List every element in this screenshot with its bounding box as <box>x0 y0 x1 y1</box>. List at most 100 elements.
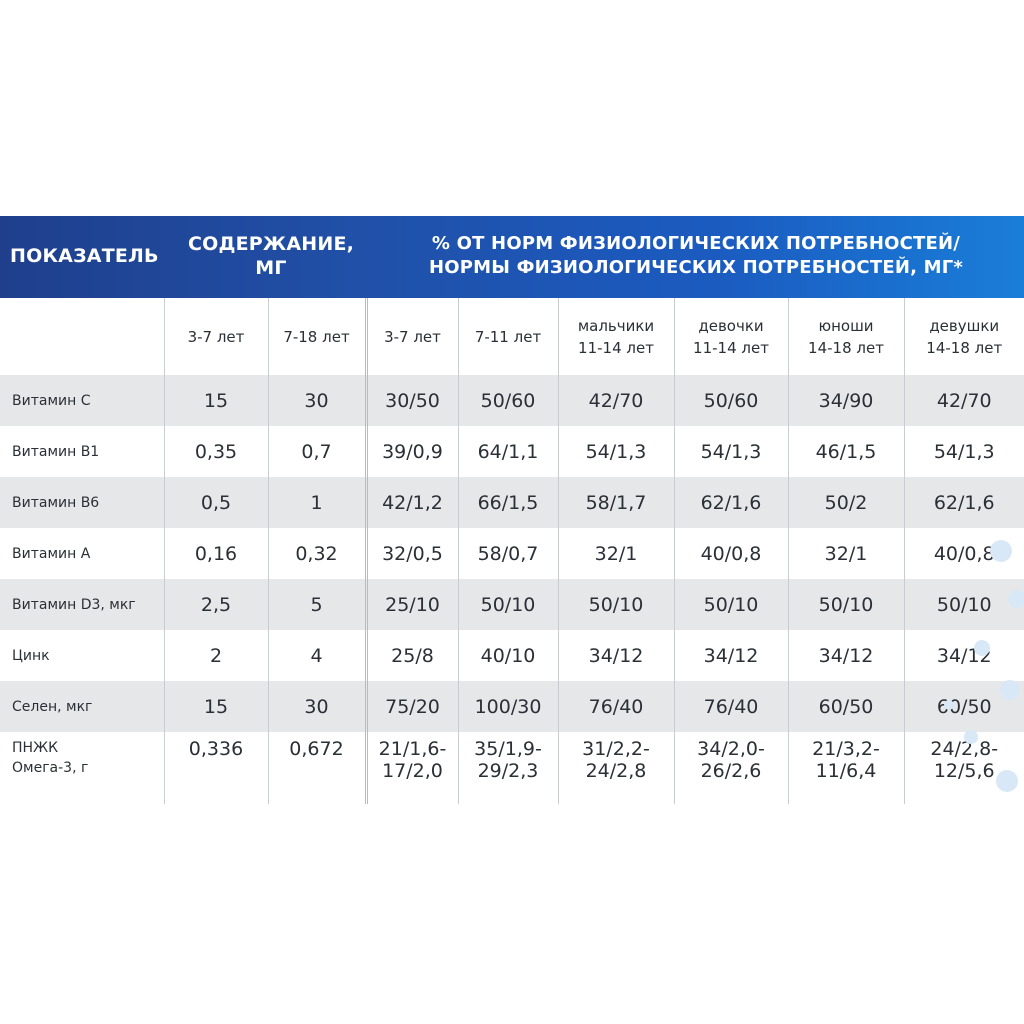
norm-cell: 50/10 <box>674 579 789 630</box>
table-row: Цинк 2 4 25/8 40/10 34/12 34/12 34/12 34/12 <box>0 630 1024 681</box>
norm-cell: 46/1,5 <box>788 426 905 477</box>
norm-cell: 32/1 <box>558 528 675 579</box>
row-label: Витамин D3, мкг <box>0 579 165 630</box>
norm-cell: 32/1 <box>788 528 905 579</box>
norm-cell: 34/2,0- 26/2,6 <box>674 732 789 804</box>
norm-cell: 50/10 <box>904 579 1024 630</box>
content-cell: 0,672 <box>268 732 368 804</box>
row-label: Витамин В6 <box>0 477 165 528</box>
header-percent-line1: % ОТ НОРМ ФИЗИОЛОГИЧЕСКИХ ПОТРЕБНОСТЕЙ/ <box>431 233 961 254</box>
header-percent: % ОТ НОРМ ФИЗИОЛОГИЧЕСКИХ ПОТРЕБНОСТЕЙ/ … <box>376 232 1016 280</box>
norm-cell: 50/10 <box>788 579 905 630</box>
norm-cell: 40/0,8 <box>933 542 995 565</box>
table-row: Витамин В6 0,5 1 42/1,2 66/1,5 58/1,7 62/1,6 50… <box>0 477 1024 528</box>
content-cell: 15 <box>164 375 269 426</box>
subheader-norm-3: девочки 11-14 лет <box>674 298 789 375</box>
norm-cell: 24/2,8- 12/5,6 <box>930 738 999 782</box>
table-header-band: ПОКАЗАТЕЛЬ СОДЕРЖАНИЕ, МГ % ОТ НОРМ ФИЗИ… <box>0 216 1024 298</box>
norm-cell: 75/20 <box>366 681 459 732</box>
content-cell: 0,5 <box>164 477 269 528</box>
content-cell: 4 <box>268 630 368 681</box>
norm-cell: 34/90 <box>788 375 905 426</box>
norm-cell: 42/70 <box>558 375 675 426</box>
norm-cell: 39/0,9 <box>366 426 459 477</box>
table-row: Витамин А 0,16 0,32 32/0,5 58/0,7 32/1 40/0,8 3… <box>0 528 1024 579</box>
subheader-row: 3-7 лет 7-18 лет 3-7 лет 7-11 лет мальчи… <box>0 298 1024 375</box>
norm-cell: 31/2,2- 24/2,8 <box>558 732 675 804</box>
row-label: Витамин А <box>0 528 165 579</box>
norm-cell: 76/40 <box>674 681 789 732</box>
norm-cell: 54/1,3 <box>558 426 675 477</box>
norm-cell: 50/10 <box>458 579 559 630</box>
norm-cell: 50/10 <box>558 579 675 630</box>
norm-cell: 32/0,5 <box>366 528 459 579</box>
table-row: Витамин В1 0,35 0,7 39/0,9 64/1,1 54/1,3 54/1,… <box>0 426 1024 477</box>
norm-cell: 100/30 <box>458 681 559 732</box>
content-cell: 5 <box>268 579 368 630</box>
norm-cell: 42/1,2 <box>366 477 459 528</box>
norm-cell: 21/3,2- 11/6,4 <box>788 732 905 804</box>
norm-cell: 62/1,6 <box>904 477 1024 528</box>
norm-cell: 60/50 <box>788 681 905 732</box>
norm-cell: 54/1,3 <box>674 426 789 477</box>
row-label: Витамин В1 <box>0 426 165 477</box>
subheader-empty <box>0 298 165 375</box>
norm-cell: 54/1,3 <box>933 440 995 463</box>
table-row: ПНЖК Омега-3, г 0,336 0,672 21/1,6- 17/2,0 35/… <box>0 732 1024 804</box>
header-percent-line2: НОРМЫ ФИЗИОЛОГИЧЕСКИХ ПОТРЕБНОСТЕЙ, МГ* <box>429 257 963 278</box>
norm-cell: 35/1,9- 29/2,3 <box>458 732 559 804</box>
norm-cell: 34/12 <box>936 644 992 667</box>
norm-cell: 42/70 <box>904 375 1024 426</box>
row-label: Цинк <box>0 630 165 681</box>
norm-cell: 58/0,7 <box>458 528 559 579</box>
norm-cell: 25/8 <box>366 630 459 681</box>
content-cell: 30 <box>268 681 368 732</box>
norm-cell: 21/1,6- 17/2,0 <box>366 732 459 804</box>
norm-cell: 34/12 <box>558 630 675 681</box>
header-indicator: ПОКАЗАТЕЛЬ <box>10 245 159 267</box>
norm-cell: 76/40 <box>558 681 675 732</box>
subheader-norm-5: девушки 14-18 лет <box>926 316 1003 357</box>
subheader-content-7-18: 7-18 лет <box>268 298 368 375</box>
norm-cell: 34/12 <box>788 630 905 681</box>
content-cell: 2,5 <box>164 579 269 630</box>
norm-cell: 62/1,6 <box>674 477 789 528</box>
norm-cell: 66/1,5 <box>458 477 559 528</box>
norm-cell: 40/0,8 <box>674 528 789 579</box>
subheader-norm-4: юноши 14-18 лет <box>788 298 905 375</box>
content-cell: 30 <box>268 375 368 426</box>
table-row: Витамин D3, мкг 2,5 5 25/10 50/10 50/10 50/10 5… <box>0 579 1024 630</box>
row-label: Селен, мкг <box>0 681 165 732</box>
subheader-norm-1: 7-11 лет <box>458 298 559 375</box>
content-cell: 0,35 <box>164 426 269 477</box>
norm-cell: 50/60 <box>674 375 789 426</box>
subheader-norm-2: мальчики 11-14 лет <box>558 298 675 375</box>
norm-cell: 34/12 <box>674 630 789 681</box>
norm-cell: 60/50 <box>904 681 1024 732</box>
content-cell: 0,32 <box>268 528 368 579</box>
header-content-line1: СОДЕРЖАНИЕ, <box>187 233 355 255</box>
content-cell: 15 <box>164 681 269 732</box>
content-cell: 0,7 <box>268 426 368 477</box>
content-cell: 0,16 <box>164 528 269 579</box>
content-cell: 0,336 <box>164 732 269 804</box>
content-cell: 1 <box>268 477 368 528</box>
norm-cell: 58/1,7 <box>558 477 675 528</box>
norm-cell: 50/60 <box>458 375 559 426</box>
header-content-line2: МГ <box>255 257 287 279</box>
table-row: Селен, мкг 15 30 75/20 100/30 76/40 76/40 60/50… <box>0 681 1024 732</box>
row-label: Витамин С <box>0 375 165 426</box>
data-table: 3-7 лет 7-18 лет 3-7 лет 7-11 лет мальчи… <box>0 298 1024 804</box>
norm-cell: 25/10 <box>366 579 459 630</box>
row-label: ПНЖК Омега-3, г <box>0 732 165 804</box>
norm-cell: 50/2 <box>788 477 905 528</box>
subheader-content-3-7: 3-7 лет <box>164 298 269 375</box>
table-row: Витамин С 15 30 30/50 50/60 42/70 50/60 34/90 42… <box>0 375 1024 426</box>
content-cell: 2 <box>164 630 269 681</box>
norm-cell: 30/50 <box>366 375 459 426</box>
norm-cell: 40/10 <box>458 630 559 681</box>
norm-cell: 64/1,1 <box>458 426 559 477</box>
header-content: СОДЕРЖАНИЕ, МГ <box>186 232 356 280</box>
nutrition-table: ПОКАЗАТЕЛЬ СОДЕРЖАНИЕ, МГ % ОТ НОРМ ФИЗИ… <box>0 216 1024 804</box>
subheader-norm-0: 3-7 лет <box>366 298 459 375</box>
